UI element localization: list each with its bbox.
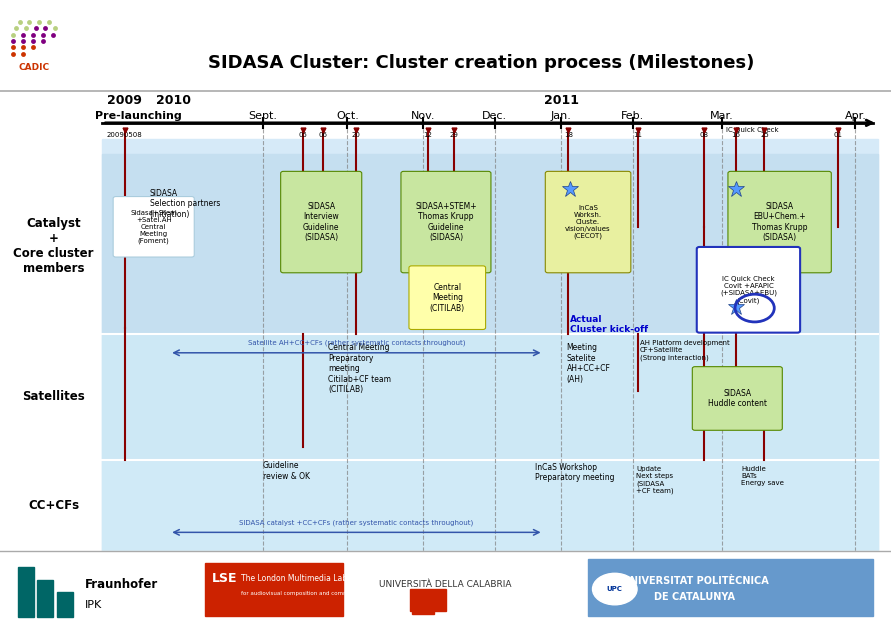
FancyBboxPatch shape	[692, 367, 782, 430]
Text: Jan.: Jan.	[551, 111, 572, 121]
FancyBboxPatch shape	[281, 171, 362, 273]
Text: 05: 05	[298, 132, 307, 139]
Text: Oct.: Oct.	[336, 111, 359, 121]
Text: UNIVERSITAT POLITÈCNICA: UNIVERSITAT POLITÈCNICA	[622, 576, 768, 586]
Text: 25: 25	[760, 132, 769, 139]
Text: 08: 08	[699, 132, 708, 139]
Text: Central Meeting
Preparatory
meeting
Citilab+CF team
(CITILAB): Central Meeting Preparatory meeting Citi…	[328, 343, 391, 394]
Text: Apr.: Apr.	[845, 111, 866, 121]
Text: 29: 29	[450, 132, 459, 139]
Text: Update
Next steps
(SIDASA
+CF team): Update Next steps (SIDASA +CF team)	[636, 466, 674, 494]
Text: CADIC: CADIC	[19, 63, 49, 72]
Text: SIDASA catalyst +CC+CFs (rather systematic contacts throughout): SIDASA catalyst +CC+CFs (rather systemat…	[240, 520, 473, 526]
FancyBboxPatch shape	[697, 247, 800, 333]
Text: 2010: 2010	[156, 94, 192, 107]
FancyBboxPatch shape	[728, 171, 831, 273]
Text: 01: 01	[833, 132, 842, 139]
FancyBboxPatch shape	[113, 197, 194, 257]
Text: The London Multimedia Lab: The London Multimedia Lab	[241, 574, 347, 583]
Text: IC Quick Check: IC Quick Check	[726, 127, 779, 134]
Text: 20: 20	[352, 132, 361, 139]
Text: SIDASA
Selection partners
(Initiation): SIDASA Selection partners (Initiation)	[150, 189, 220, 219]
Text: Fraunhofer: Fraunhofer	[85, 578, 158, 591]
Text: Satellites: Satellites	[22, 391, 85, 403]
Text: InCaS
Worksh.
Cluste.
vision/values
(CECOT): InCaS Worksh. Cluste. vision/values (CEC…	[565, 205, 611, 239]
Text: 18: 18	[564, 132, 573, 139]
Text: Satellite AH+CC+CFs (rather systematic contacts throughout): Satellite AH+CC+CFs (rather systematic c…	[248, 340, 465, 347]
Text: Nov.: Nov.	[411, 111, 436, 121]
Bar	[410, 589, 446, 611]
Text: SIDASA+STEM+
Thomas Krupp
Guideline
(SIDASA): SIDASA+STEM+ Thomas Krupp Guideline (SID…	[415, 202, 477, 242]
Bar	[18, 567, 34, 617]
Bar	[588, 559, 873, 616]
Text: SIDASA
EBU+Chem.+
Thomas Krupp
(SIDASA): SIDASA EBU+Chem.+ Thomas Krupp (SIDASA)	[752, 202, 807, 242]
Text: Catalyst
+
Core cluster
members: Catalyst + Core cluster members	[13, 217, 94, 275]
Text: SIDASA Cluster: Cluster creation process (Milestones): SIDASA Cluster: Cluster creation process…	[208, 54, 755, 72]
Text: 20090508: 20090508	[107, 132, 143, 139]
Text: Huddle
BATs
Energy save: Huddle BATs Energy save	[741, 466, 784, 486]
Bar	[205, 563, 343, 616]
Text: Pre-launching: Pre-launching	[94, 111, 182, 121]
Bar	[37, 580, 53, 617]
Text: IC Quick Check
Covit +AFAPIC
(+SIDASA+EBU)
(Covit): IC Quick Check Covit +AFAPIC (+SIDASA+EB…	[720, 276, 777, 304]
Text: SIDASA
Huddle content: SIDASA Huddle content	[707, 389, 767, 408]
Text: 11: 11	[634, 132, 642, 139]
Text: Guideline
review & OK: Guideline review & OK	[263, 461, 310, 481]
Text: 16: 16	[732, 132, 740, 139]
Bar	[0, 551, 891, 630]
FancyBboxPatch shape	[409, 266, 486, 329]
Text: Dec.: Dec.	[482, 111, 507, 121]
Text: IPK: IPK	[85, 600, 102, 610]
Text: LSE: LSE	[212, 572, 238, 585]
Circle shape	[593, 573, 637, 605]
Bar	[57, 592, 73, 617]
Text: Mar.: Mar.	[710, 111, 733, 121]
Bar	[0, 0, 891, 91]
Bar	[412, 609, 434, 614]
Text: 2009: 2009	[107, 94, 143, 107]
Text: Central
Meeting
(CITILAB): Central Meeting (CITILAB)	[429, 283, 465, 312]
Text: Sept.: Sept.	[249, 111, 277, 121]
Text: InCaS Workshop
Preparatory meeting: InCaS Workshop Preparatory meeting	[535, 463, 614, 483]
Text: 12: 12	[423, 132, 432, 139]
Bar	[102, 139, 878, 551]
Text: for audiovisual composition and communication: for audiovisual composition and communic…	[241, 591, 373, 596]
Text: CC+CFs: CC+CFs	[28, 500, 79, 512]
Bar	[102, 460, 878, 551]
Text: AH Platform development
CF+Satellite
(Strong interaction): AH Platform development CF+Satellite (St…	[640, 340, 730, 361]
Text: 06: 06	[318, 132, 327, 139]
FancyBboxPatch shape	[401, 171, 491, 273]
Text: 2011: 2011	[544, 94, 579, 107]
Text: UNIVERSITÀ DELLA CALABRIA: UNIVERSITÀ DELLA CALABRIA	[380, 580, 511, 589]
Text: Meeting
Satelite
AH+CC+CF
(AH): Meeting Satelite AH+CC+CF (AH)	[567, 343, 610, 384]
Bar	[102, 334, 878, 460]
Text: DE CATALUNYA: DE CATALUNYA	[655, 592, 735, 602]
Text: Sidasa+Stem
+Satel.AH
Central
Meeting
(Foment): Sidasa+Stem +Satel.AH Central Meeting (F…	[130, 210, 177, 244]
Text: UPC: UPC	[607, 586, 623, 592]
Text: SIDASA
Interview
Guideline
(SIDASA): SIDASA Interview Guideline (SIDASA)	[303, 202, 339, 242]
Text: Feb.: Feb.	[621, 111, 644, 121]
Bar	[102, 154, 878, 334]
FancyBboxPatch shape	[545, 171, 631, 273]
Text: Actual
Cluster kick-off: Actual Cluster kick-off	[570, 315, 649, 335]
